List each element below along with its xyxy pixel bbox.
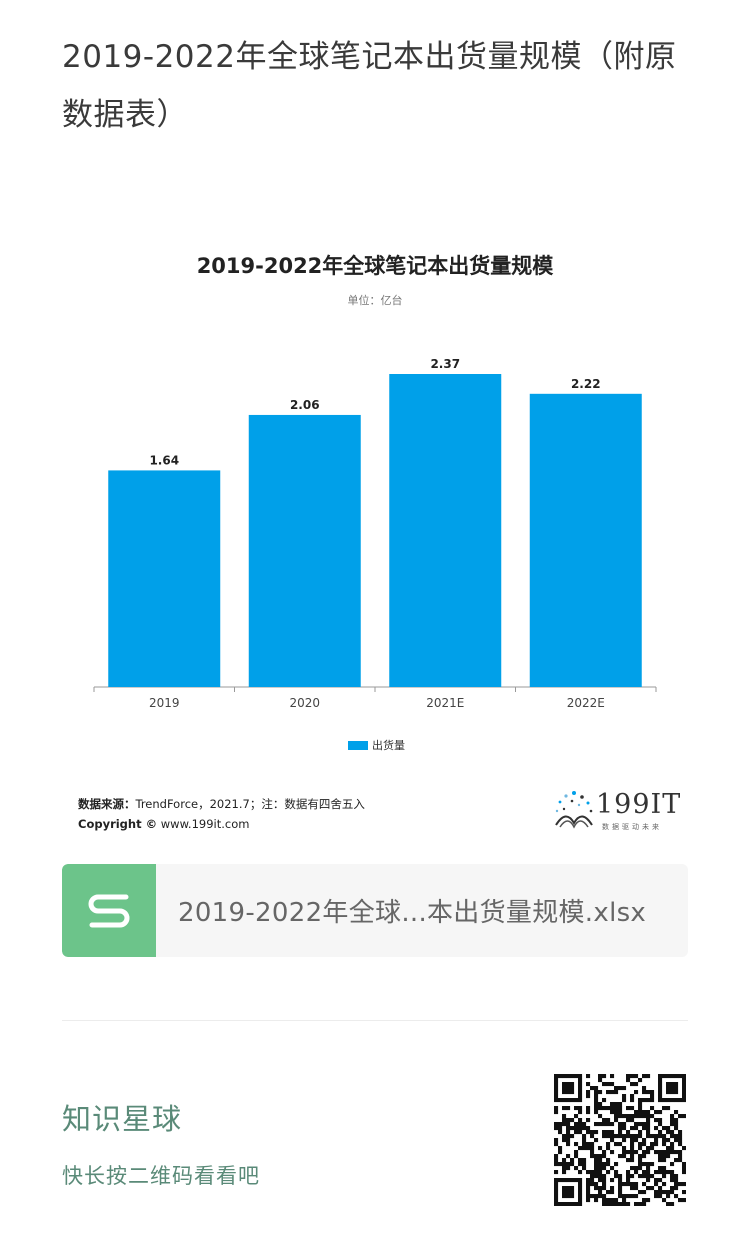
tick-label-2020: 2020 <box>289 696 320 710</box>
tick-label-2021E: 2021E <box>426 696 464 710</box>
data-label-2021E: 2.37 <box>430 357 460 371</box>
bar-chart: 1.64 2019 2.06 2020 2.37 2021E 2.22 2022E <box>93 357 657 710</box>
tick-label-2019: 2019 <box>149 696 180 710</box>
spreadsheet-s-icon <box>62 864 156 957</box>
logo-text: 199IT <box>596 789 682 820</box>
promo-hint: 快长按二维码看看吧 <box>62 1164 260 1188</box>
source-line: 数据来源：TrendForce，2021.7；注：数据有四舍五入 <box>78 794 365 814</box>
copyright-line: Copyright © www.199it.com <box>78 814 365 834</box>
logo-dots-icon <box>555 791 593 829</box>
tick-label-2022E: 2022E <box>567 696 605 710</box>
attachment-file-name[interactable]: 2019-2022年全球...本出货量规模.xlsx <box>178 898 647 928</box>
chart-image: 2019-2022年全球笔记本出货量规模 单位：亿台 1.64 2019 2.06 2… <box>62 232 688 852</box>
chart-legend: 出货量 <box>348 737 405 753</box>
chart-title: 2019-2022年全球笔记本出货量规模 <box>196 254 554 278</box>
attachment-card[interactable]: 2019-2022年全球...本出货量规模.xlsx <box>62 864 688 957</box>
bar-2021E <box>389 374 502 687</box>
data-label-2022E: 2.22 <box>571 377 601 391</box>
logo-199it: 199IT 数据驱动未来 <box>552 787 682 837</box>
data-label-2020: 2.06 <box>290 398 320 412</box>
chart-subtitle: 单位：亿台 <box>347 294 403 307</box>
copyright-label: Copyright © <box>78 817 158 831</box>
source-label: 数据来源： <box>78 797 136 811</box>
chart-footer: 数据来源：TrendForce，2021.7；注：数据有四舍五入 Copyrig… <box>78 794 365 834</box>
data-label-2019: 1.64 <box>149 453 179 467</box>
promo-title: 知识星球 <box>62 1102 183 1136</box>
bar-2019 <box>108 470 221 687</box>
source-text: TrendForce，2021.7；注：数据有四舍五入 <box>135 797 365 811</box>
qr-code-icon[interactable] <box>554 1074 686 1206</box>
legend-label: 出货量 <box>372 739 405 752</box>
post-title: 2019-2022年全球笔记本出货量规模（附原数据表） <box>62 39 677 133</box>
bar-2022E <box>529 393 642 687</box>
legend-swatch <box>348 740 368 750</box>
bar-2020 <box>248 414 361 687</box>
copyright-text: www.199it.com <box>160 817 250 831</box>
logo-tagline: 数据驱动未来 <box>602 823 662 831</box>
divider <box>62 1020 688 1021</box>
